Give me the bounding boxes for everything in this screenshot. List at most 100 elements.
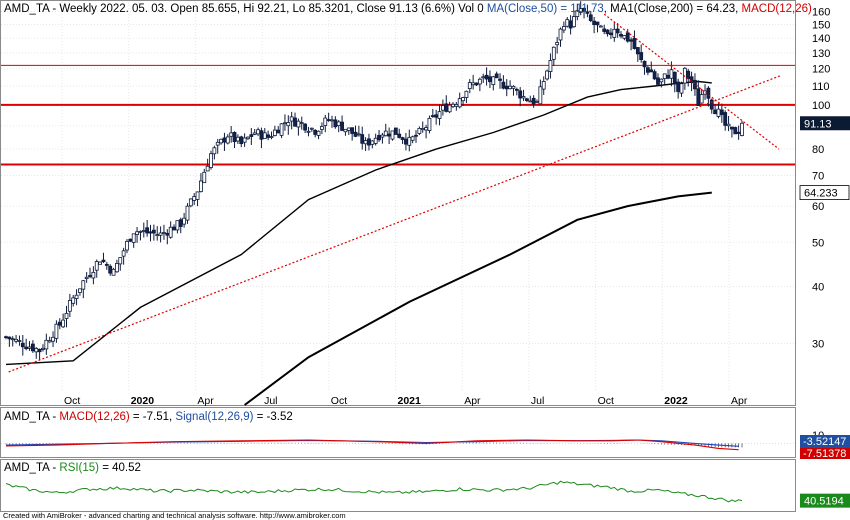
candle-body <box>518 90 523 99</box>
candle-body <box>340 121 344 131</box>
candle-body <box>585 11 590 14</box>
candle-body <box>20 342 25 348</box>
y-tick-label: 140 <box>812 33 830 45</box>
candle-body <box>397 133 402 138</box>
candle-body <box>541 81 546 90</box>
x-tick-label: Apr <box>197 395 214 407</box>
candle-body <box>272 129 277 136</box>
horizontal-levels <box>1 64 795 166</box>
candle-body <box>652 71 657 80</box>
candle-body <box>696 88 701 106</box>
x-tick-label: Jul <box>264 395 277 407</box>
y-tick-label: 60 <box>812 201 824 213</box>
ma50-line <box>5 80 712 366</box>
candle-body <box>383 130 388 137</box>
candle-body <box>229 132 234 137</box>
macd-pane-frame <box>0 407 796 458</box>
candle-body <box>202 171 207 184</box>
candle-body <box>417 128 422 134</box>
candle-body <box>572 16 576 28</box>
candle-body <box>185 205 190 221</box>
candle-body <box>730 126 734 130</box>
candle-body <box>719 109 724 115</box>
candle-body <box>558 28 563 41</box>
candle-body <box>37 348 42 353</box>
candle-body <box>575 10 580 17</box>
candle-body <box>672 71 677 85</box>
close-value-tag: 91.13 <box>804 118 832 130</box>
candle-body <box>276 129 281 134</box>
candle-body <box>602 28 607 32</box>
ma200-value-tag: 64.233 <box>804 188 838 200</box>
candle-body <box>168 226 173 238</box>
rsi-header: AMD_TA - RSI(15) = 40.52 <box>4 462 141 474</box>
candle-body <box>693 79 697 90</box>
x-tick-label: 2021 <box>398 395 422 407</box>
candle-body <box>246 136 250 140</box>
candle-body <box>427 118 432 131</box>
candle-body <box>639 52 644 61</box>
candle-body <box>78 288 82 293</box>
candle-body <box>299 122 304 124</box>
price-header: AMD_TA - Weekly 2022. 05. 03. Open 85.65… <box>4 3 812 15</box>
candle-body <box>367 138 371 146</box>
candle-body <box>444 103 449 112</box>
candle-body <box>172 226 176 231</box>
close-value-tag-bg <box>800 116 850 131</box>
candle-body <box>454 104 459 107</box>
macd-tag-bg <box>800 448 850 459</box>
x-tick-label: Apr <box>464 395 481 407</box>
candle-body <box>666 74 670 79</box>
candle-body <box>101 259 106 263</box>
candle-body <box>17 340 22 342</box>
candle-body <box>239 136 244 145</box>
rsi-value-tag: 40.5194 <box>804 496 844 508</box>
candle-body <box>178 219 183 227</box>
footer-credit: Created with AmiBroker - advanced charti… <box>3 511 346 520</box>
x-tick-label: Oct <box>598 395 614 407</box>
candle-body <box>645 67 650 73</box>
candle-body <box>44 339 49 350</box>
candle-body <box>225 136 230 144</box>
candle-body <box>111 268 116 276</box>
candle-body <box>605 29 610 35</box>
candle-body <box>447 104 452 113</box>
candle-body <box>461 97 465 102</box>
candle-body <box>7 336 12 340</box>
candle-body <box>64 312 69 319</box>
candle-body <box>723 112 728 126</box>
candle-body <box>565 19 570 27</box>
signal-tag-bg <box>800 435 850 448</box>
candle-body <box>74 294 79 299</box>
candle-body <box>182 217 187 225</box>
rsi-line <box>5 480 743 503</box>
candle-body <box>467 82 472 90</box>
candle-body <box>726 123 731 127</box>
candle-body <box>430 115 435 117</box>
candle-body <box>14 338 18 342</box>
candle-body <box>481 76 486 79</box>
candle-body <box>437 111 442 119</box>
candle-body <box>266 134 271 138</box>
candle-body <box>115 262 119 273</box>
candle-body <box>296 120 301 128</box>
y-tick-label: 80 <box>812 144 824 156</box>
candle-body <box>360 134 365 144</box>
y-tick-label: 70 <box>812 171 824 183</box>
candle-body <box>98 261 103 265</box>
candle-body <box>404 138 408 145</box>
candle-body <box>548 60 553 72</box>
candle-body <box>619 33 623 37</box>
candle-body <box>457 98 462 108</box>
x-tick-label: 2020 <box>131 395 155 407</box>
candle-body <box>380 134 385 138</box>
candle-body <box>138 230 143 233</box>
candle-body <box>488 76 492 83</box>
macd-value-tag: -7.51378 <box>803 448 846 460</box>
candle-body <box>34 348 39 353</box>
candle-body <box>259 130 264 140</box>
candle-body <box>353 131 358 137</box>
candle-body <box>535 100 539 103</box>
candle-body <box>88 275 92 277</box>
